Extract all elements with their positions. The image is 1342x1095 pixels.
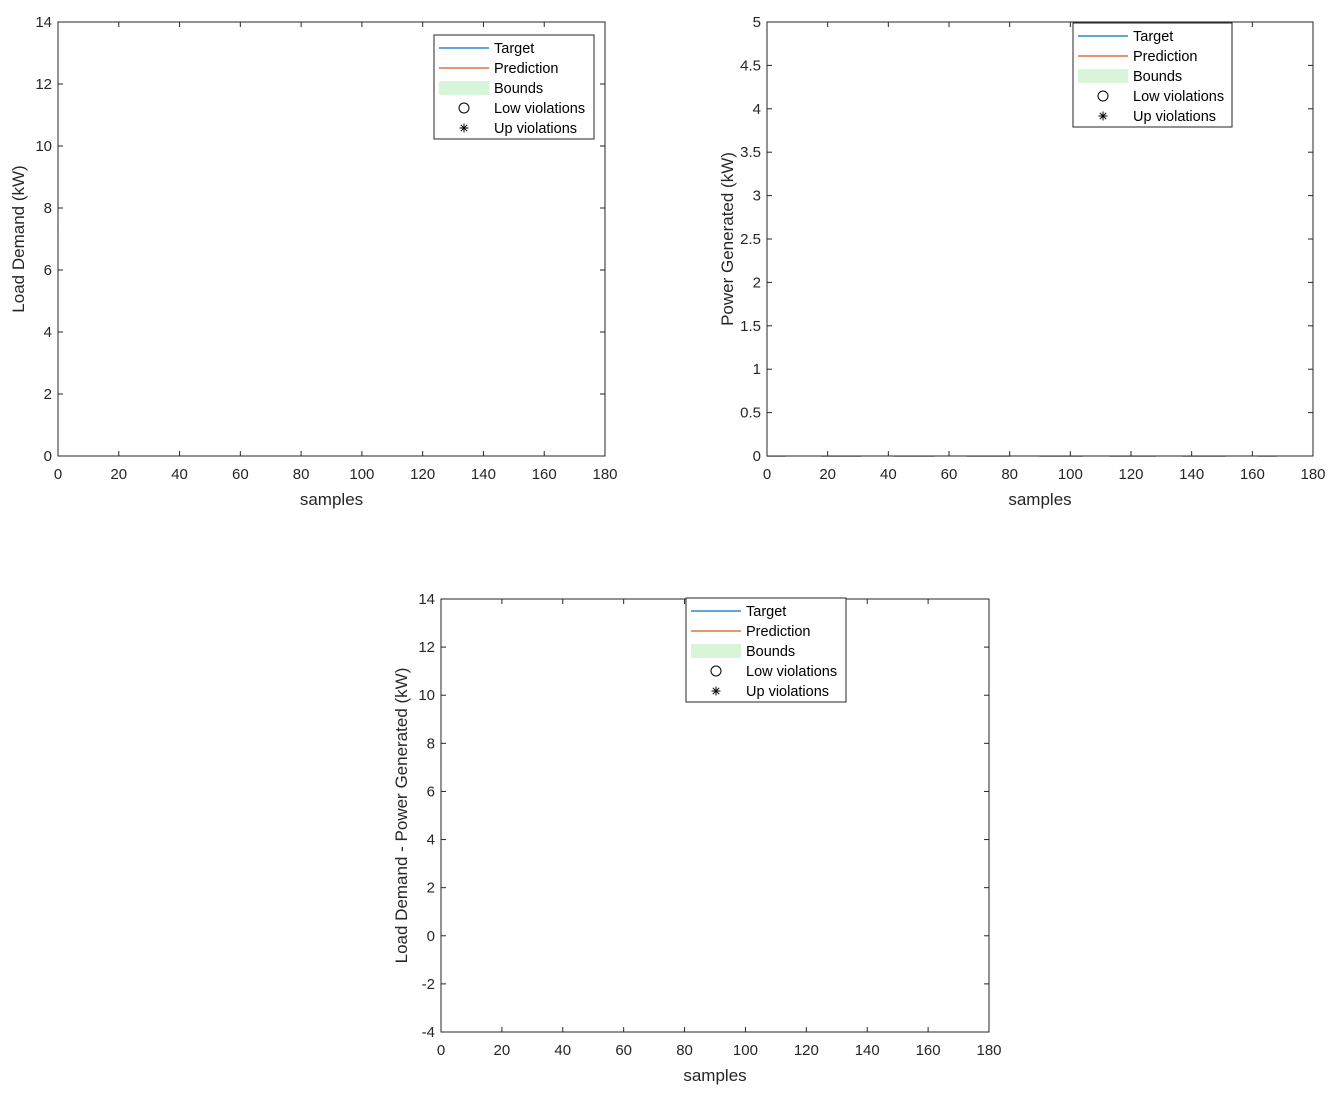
legend: Target Prediction Bounds Low violations Up v… <box>685 597 847 703</box>
x-tick-label: 20 <box>819 466 836 483</box>
x-tick-label: 0 <box>437 1042 445 1059</box>
x-tick-label: 180 <box>976 1042 1001 1059</box>
x-tick-label: 100 <box>349 466 374 483</box>
y-axis-label: Load Demand - Power Generated (kW) <box>392 668 411 964</box>
y-tick-label: 8 <box>427 735 435 752</box>
x-tick-label: 40 <box>880 466 897 483</box>
y-tick-label: 6 <box>44 262 52 279</box>
x-tick-label: 40 <box>171 466 188 483</box>
x-tick-label: 120 <box>794 1042 819 1059</box>
y-tick-label: 2 <box>44 386 52 403</box>
x-axis-label: samples <box>300 490 363 509</box>
legend: Target Prediction Bounds Low violations Up v… <box>1072 22 1233 128</box>
legend-label: Up violations <box>746 684 829 700</box>
x-tick-label: 140 <box>855 1042 880 1059</box>
y-tick-label: 1 <box>753 361 761 378</box>
y-tick-label: 4 <box>44 324 52 341</box>
x-tick-label: 180 <box>1300 466 1325 483</box>
x-tick-label: 20 <box>110 466 127 483</box>
legend-label: Bounds <box>494 81 543 97</box>
legend-swatch-bounds <box>691 644 741 658</box>
y-tick-label: -2 <box>422 976 435 993</box>
y-tick-label: -4 <box>422 1024 435 1041</box>
legend-swatch-low <box>458 102 470 114</box>
chart-load: 0 20 40 60 80 100 120 140 160 180 0 2 4 6 8 10 12 14 sampl… <box>9 14 618 509</box>
y-axis-label: Load Demand (kW) <box>9 165 28 312</box>
x-tick-label: 40 <box>554 1042 571 1059</box>
y-tick-label: 2 <box>753 274 761 291</box>
x-axis-label: samples <box>683 1066 746 1085</box>
x-tick-label: 120 <box>1118 466 1143 483</box>
legend-label: Bounds <box>746 644 795 660</box>
y-tick-label: 6 <box>427 783 435 800</box>
y-tick-label: 5 <box>753 14 761 31</box>
x-tick-label: 140 <box>1179 466 1204 483</box>
y-tick-label: 12 <box>35 76 52 93</box>
x-tick-label: 160 <box>532 466 557 483</box>
x-tick-label: 80 <box>293 466 310 483</box>
x-tick-label: 120 <box>410 466 435 483</box>
y-tick-label: 3 <box>753 188 761 205</box>
legend: Target Prediction Bounds Low violations Up v… <box>433 34 595 140</box>
y-tick-label: 0 <box>427 928 435 945</box>
legend-label: Prediction <box>1133 49 1197 65</box>
legend-label: Target <box>1133 29 1173 45</box>
y-tick-label: 10 <box>418 687 435 704</box>
x-tick-label: 60 <box>615 1042 632 1059</box>
legend-label: Low violations <box>494 101 585 117</box>
y-tick-label: 10 <box>35 138 52 155</box>
legend-swatch-up <box>1099 112 1107 120</box>
y-tick-label: 14 <box>35 14 52 31</box>
x-tick-label: 60 <box>941 466 958 483</box>
legend-label: Prediction <box>746 624 810 640</box>
x-tick-label: 160 <box>1240 466 1265 483</box>
x-tick-label: 60 <box>232 466 249 483</box>
x-tick-label: 0 <box>54 466 62 483</box>
y-tick-label: 14 <box>418 591 435 608</box>
x-tick-label: 80 <box>676 1042 693 1059</box>
y-tick-label: 2 <box>427 880 435 897</box>
x-tick-label: 140 <box>471 466 496 483</box>
y-tick-label: 3.5 <box>740 144 761 161</box>
legend-swatch-low <box>710 665 722 677</box>
legend-label: Prediction <box>494 61 558 77</box>
chart-power: 0 20 40 60 80 100 120 140 160 180 0 0.5 1 1.5 2 2.5 3 3.5… <box>718 14 1326 509</box>
x-tick-label: 0 <box>763 466 771 483</box>
y-tick-label: 4 <box>753 101 761 118</box>
y-tick-label: 1.5 <box>740 318 761 335</box>
y-tick-label: 4.5 <box>740 57 761 74</box>
y-tick-label: 0.5 <box>740 405 761 422</box>
x-tick-label: 100 <box>1058 466 1083 483</box>
chart-net: 0 20 40 60 80 100 120 140 160 180 -4 -2 0 2 4 6 8 10 12 14 s… <box>392 591 1002 1085</box>
y-tick-label: 8 <box>44 200 52 217</box>
x-tick-label: 180 <box>592 466 617 483</box>
legend-swatch-bounds <box>1078 69 1128 83</box>
legend-swatch-low <box>1097 90 1109 102</box>
y-tick-label: 0 <box>44 448 52 465</box>
legend-label: Up violations <box>1133 109 1216 125</box>
legend-swatch-bounds <box>439 81 489 95</box>
y-axis-label: Power Generated (kW) <box>718 152 737 326</box>
y-tick-label: 0 <box>753 448 761 465</box>
x-axis-label: samples <box>1008 490 1071 509</box>
x-tick-label: 100 <box>733 1042 758 1059</box>
legend-label: Target <box>746 604 786 620</box>
legend-swatch-up <box>460 124 468 132</box>
x-tick-label: 20 <box>494 1042 511 1059</box>
legend-label: Target <box>494 41 534 57</box>
y-tick-label: 2.5 <box>740 231 761 248</box>
legend-label: Bounds <box>1133 69 1182 85</box>
legend-label: Up violations <box>494 121 577 137</box>
legend-label: Low violations <box>1133 89 1224 105</box>
x-tick-label: 80 <box>1001 466 1018 483</box>
y-tick-label: 4 <box>427 832 435 849</box>
legend-label: Low violations <box>746 664 837 680</box>
y-tick-label: 12 <box>418 639 435 656</box>
legend-swatch-up <box>712 687 720 695</box>
x-tick-label: 160 <box>916 1042 941 1059</box>
